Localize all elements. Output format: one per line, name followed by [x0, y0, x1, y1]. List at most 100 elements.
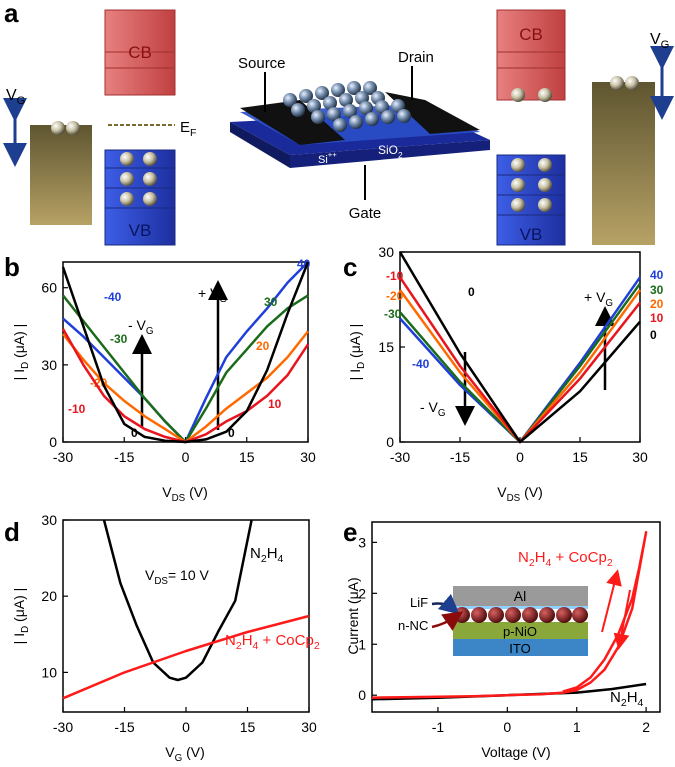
annotation: - V: [128, 317, 147, 333]
inset-device: [431, 569, 631, 656]
series-label: 2: [529, 557, 535, 569]
x-tick-label: 15: [240, 719, 256, 735]
y-axis-label: (μA) |: [11, 588, 27, 626]
annotation: + VG: [198, 285, 227, 305]
x-axis-label: (V): [182, 744, 205, 760]
series-label: N2H4: [610, 689, 644, 709]
series-label: 20: [256, 339, 270, 353]
panel-label: e: [343, 517, 357, 547]
series-label: -30: [110, 332, 128, 346]
device-label: SiO: [378, 143, 398, 157]
series-line: [102, 519, 253, 682]
x-tick-label: 15: [239, 449, 255, 465]
y-axis-label: (μA) |: [347, 324, 363, 362]
y-axis-label: | ID (μA) |: [11, 324, 31, 381]
band-label: CB: [519, 25, 543, 44]
x-axis-label: DS: [507, 493, 521, 504]
x-tick-label: -30: [53, 449, 73, 465]
x-tick-label: 30: [301, 719, 317, 735]
annotation: G: [438, 408, 446, 419]
annotation: V: [145, 567, 155, 583]
x-axis-label: V: [165, 744, 175, 760]
annotation: + V: [584, 289, 606, 305]
band-label: VB: [129, 221, 152, 240]
y-tick-label: 0: [386, 434, 394, 450]
annotation-arrows: [132, 280, 615, 430]
annotation: G: [605, 298, 613, 309]
device-diagram: [230, 66, 490, 200]
annotation: - V: [420, 399, 439, 415]
x-tick-label: 0: [503, 719, 511, 735]
x-tick-label: 0: [182, 449, 190, 465]
series-label: H: [267, 545, 278, 562]
inset-label: Al: [514, 588, 526, 604]
device-label: Si: [318, 154, 328, 166]
series-label: -10: [386, 269, 404, 283]
band-diagram-left: [3, 9, 176, 246]
series-label: 4: [278, 553, 284, 565]
y-axis-label: | I: [347, 369, 363, 380]
annotation: G: [219, 294, 227, 305]
device-label: ++: [328, 150, 337, 159]
x-tick-label: -15: [114, 449, 134, 465]
x-axis-label: VDS (V): [162, 484, 208, 504]
annotation: VDS= 10 V: [145, 567, 209, 587]
series-label: 4: [638, 697, 644, 709]
annotation: - VG: [420, 399, 446, 419]
device-label: Source: [238, 55, 286, 72]
plot-frame: [371, 521, 661, 713]
y-axis-label: Current (μA): [345, 577, 361, 654]
x-axis-label: Voltage (V): [481, 744, 550, 760]
series-label: 0: [131, 426, 138, 440]
series-label: N: [518, 549, 529, 566]
x-tick-label: 30: [300, 449, 316, 465]
annotation: + VG: [584, 289, 613, 309]
annotation: DS: [154, 576, 168, 587]
y-axis-label: | ID (μA) |: [347, 324, 367, 381]
y-tick-label: 30: [378, 244, 394, 260]
x-tick-label: -30: [53, 719, 73, 735]
panel-label: b: [4, 252, 20, 282]
gate-voltage-label: G: [661, 39, 670, 51]
x-axis-label: DS: [172, 493, 186, 504]
series-label: -40: [412, 357, 430, 371]
y-tick-label: 3: [358, 534, 366, 550]
gate-voltage-label: VG: [650, 31, 669, 51]
x-tick-label: 15: [572, 449, 588, 465]
device-label: 2: [398, 150, 403, 160]
device-label: Gate: [349, 205, 382, 222]
x-axis-label: V: [162, 484, 172, 500]
y-tick-label: 0: [358, 687, 366, 703]
series-label: 40: [650, 268, 664, 282]
series-label: 2: [607, 557, 613, 569]
series-label: 2: [236, 640, 242, 652]
x-tick-label: -1: [432, 719, 445, 735]
panel-label: c: [343, 252, 357, 282]
y-tick-label: 2: [358, 585, 366, 601]
x-axis-label: VDS (V): [497, 484, 543, 504]
series-label: + CoCp: [551, 549, 606, 566]
x-tick-label: 0: [182, 719, 190, 735]
inset-label: LiF: [410, 595, 428, 610]
y-axis-label: D: [20, 626, 31, 633]
x-tick-label: 0: [516, 449, 524, 465]
series-label: 20: [650, 297, 664, 311]
band-label: VB: [520, 225, 543, 244]
y-axis-label: D: [356, 362, 367, 369]
series-label: N: [250, 545, 261, 562]
gate-voltage-label: V: [650, 31, 661, 48]
series-label: 4: [253, 640, 259, 652]
series-label: 4: [546, 557, 552, 569]
y-tick-label: 30: [41, 512, 57, 528]
band-label: CB: [128, 43, 152, 62]
y-tick-label: 0: [49, 434, 57, 450]
y-axis-label: D: [20, 362, 31, 369]
series-line: [62, 294, 309, 444]
series-label: 2: [261, 553, 267, 565]
y-axis-label: | I: [11, 633, 27, 644]
series-label: N2H4: [250, 545, 284, 565]
inset-label: n-NC: [398, 618, 428, 633]
series-label: + CoCp: [258, 632, 313, 649]
inset-label: ITO: [509, 641, 530, 656]
